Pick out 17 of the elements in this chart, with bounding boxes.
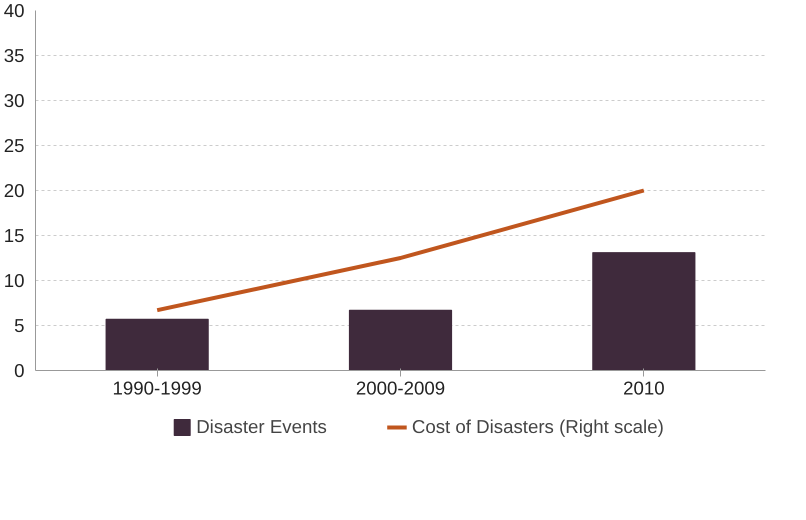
y-tick-label: 5 [14,315,25,336]
y-tick-label: 25 [4,135,25,156]
bar [592,252,696,370]
y-tick-label: 35 [4,45,25,66]
y-tick-label: 10 [4,270,25,291]
legend-label: Disaster Events [196,416,327,438]
y-tick-label: 40 [4,0,25,21]
bar [348,310,452,370]
legend-label: Cost of Disasters (Right scale) [412,416,664,438]
y-tick-label: 30 [4,90,25,111]
y-tick-label: 20 [4,180,25,201]
y-tick-label: 0 [14,360,25,381]
x-tick-label: 2010 [623,378,665,398]
x-tick-label: 2000-2009 [356,378,446,398]
y-tick-label: 15 [4,225,25,246]
x-tick-label: 1990-1999 [112,378,202,398]
bar [106,318,209,370]
